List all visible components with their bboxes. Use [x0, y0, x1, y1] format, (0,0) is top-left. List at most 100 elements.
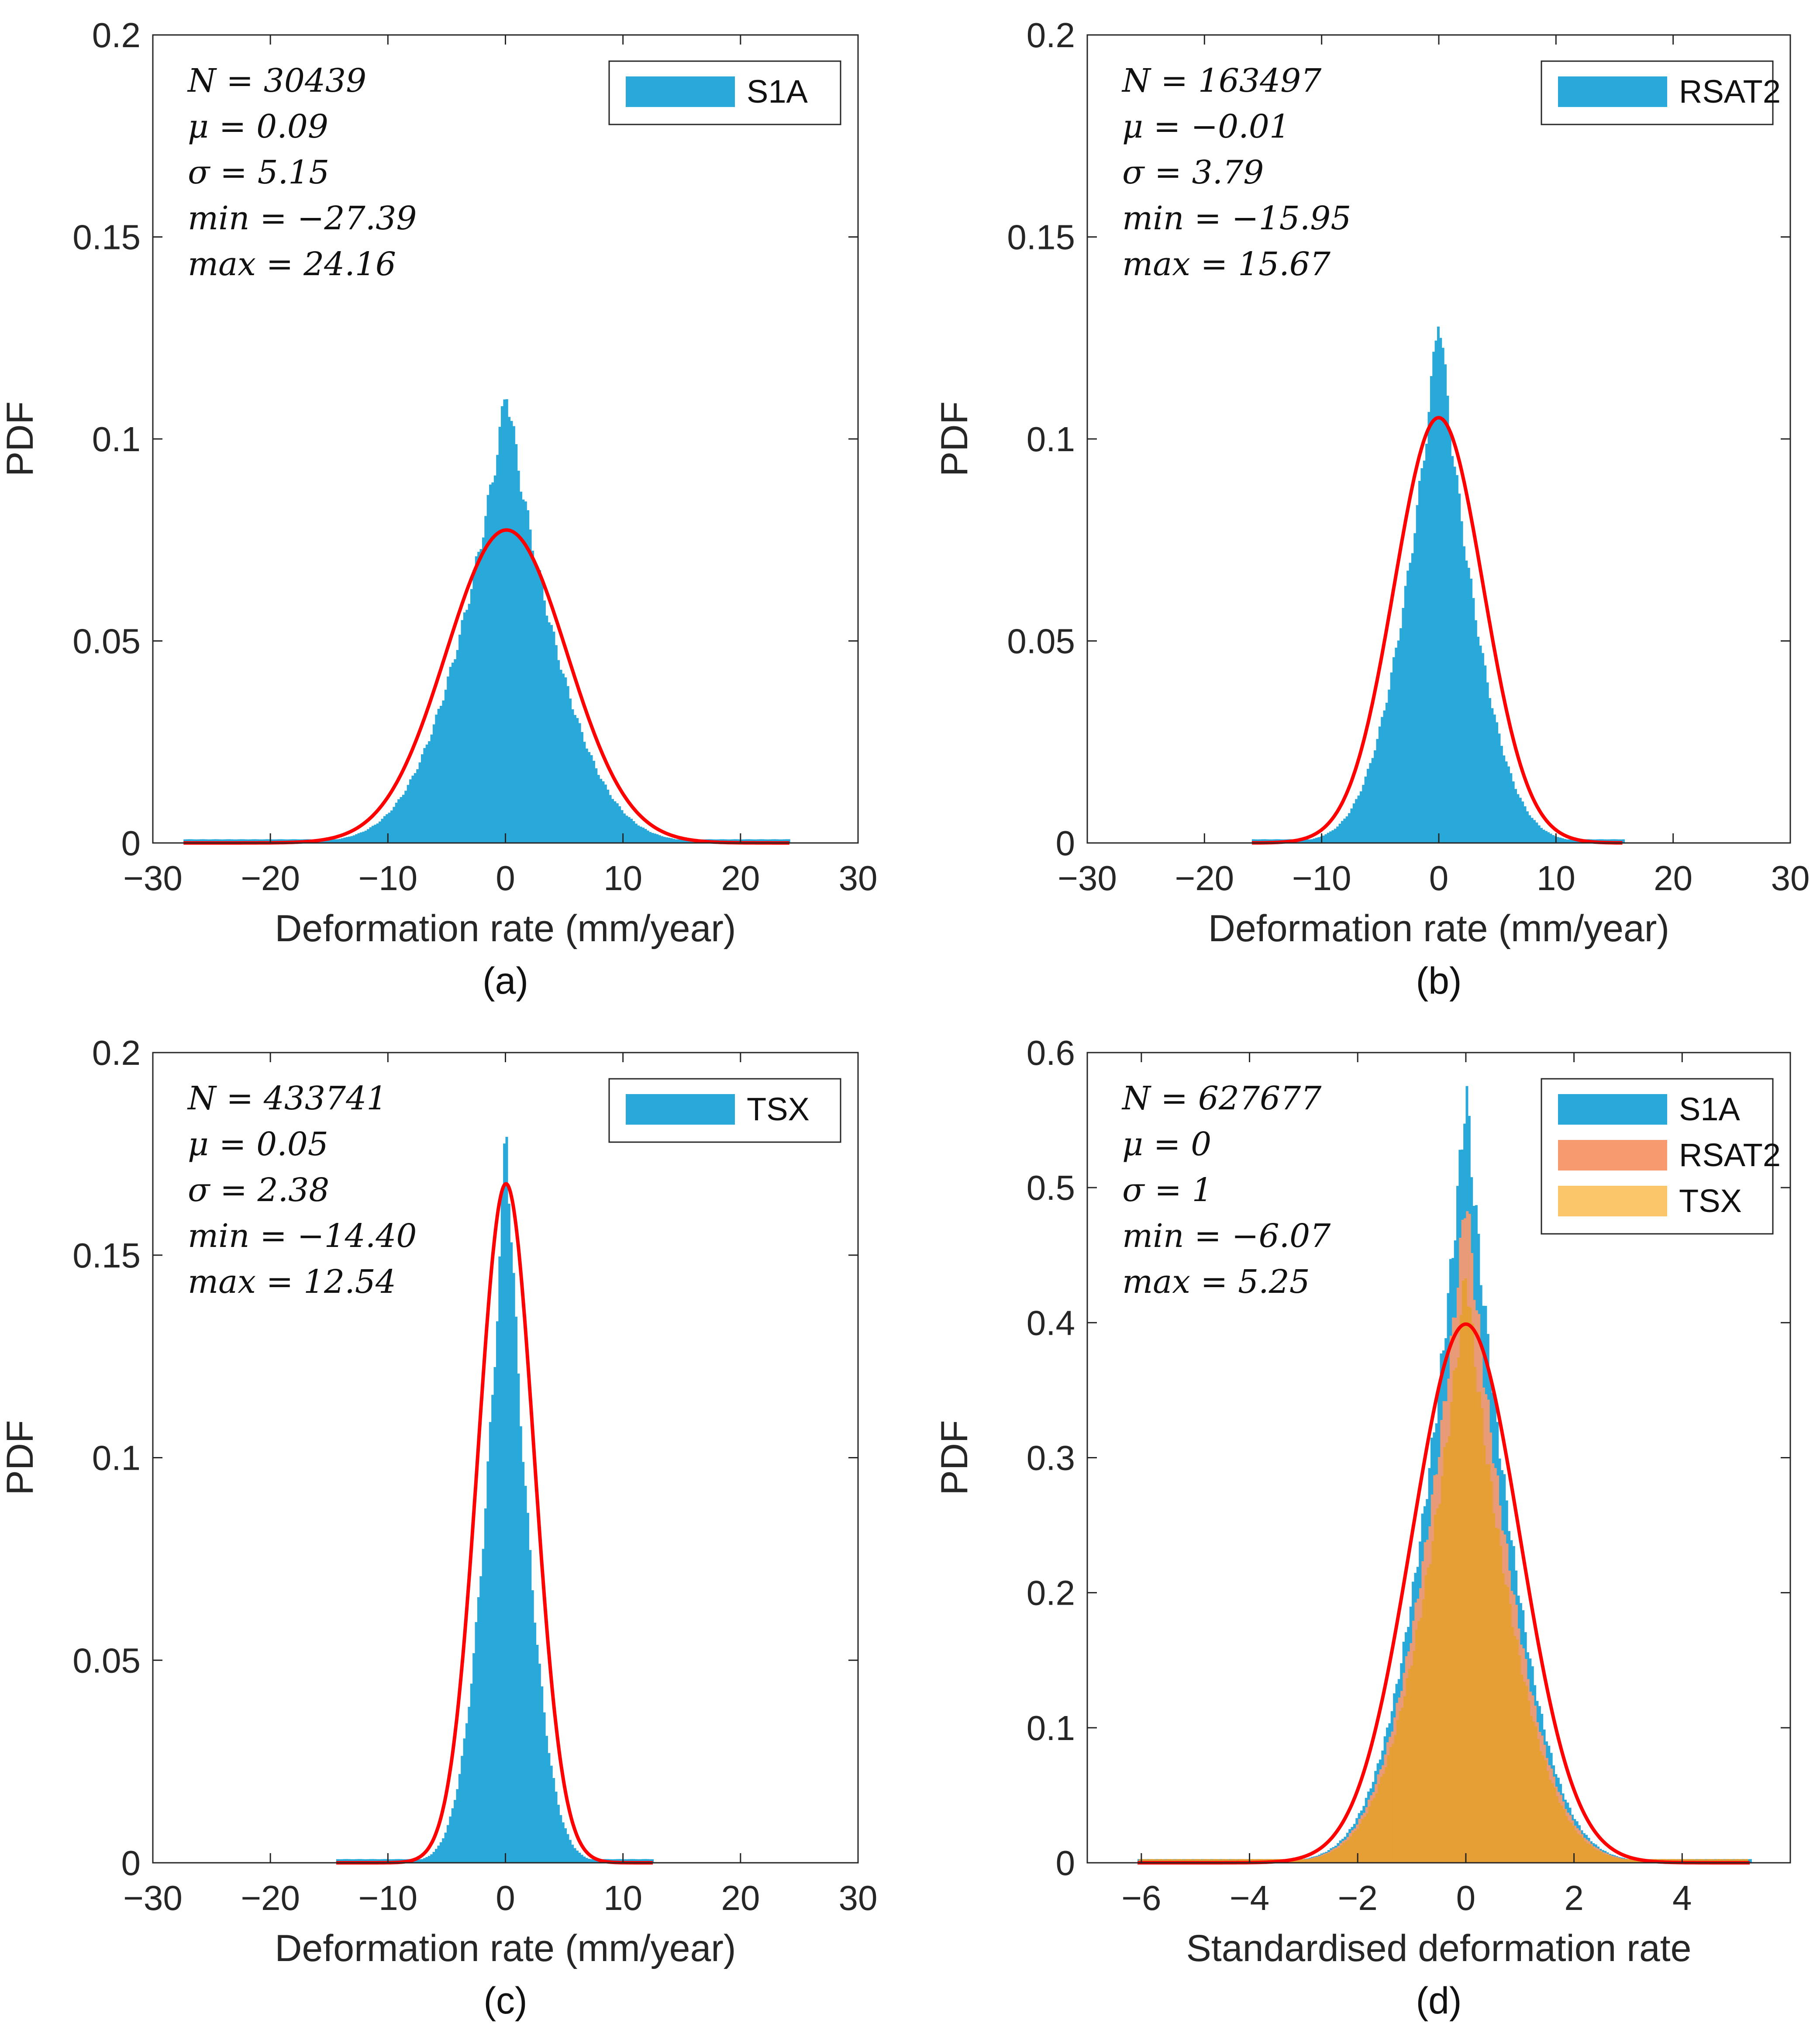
histogram-bar [437, 1845, 440, 1863]
histogram-bar [748, 839, 751, 843]
histogram-bar [508, 417, 511, 843]
histogram-bar [1489, 698, 1492, 843]
histogram-bar [348, 1859, 351, 1863]
histogram-bar [1504, 1585, 1507, 1863]
histogram-bar [787, 839, 790, 843]
histogram-bar [588, 752, 591, 843]
histogram-bar [477, 552, 480, 843]
histogram-bar [1425, 443, 1428, 843]
histogram-bar [1305, 1859, 1308, 1863]
histogram-bar [458, 635, 462, 843]
histogram-bar [600, 779, 603, 843]
stat-annotation: μ = 0 [1122, 1126, 1211, 1163]
histogram-bar [435, 715, 438, 843]
histogram-bar [1612, 1857, 1615, 1863]
histogram-bar [1495, 1527, 1498, 1863]
histogram-bar [449, 1816, 452, 1863]
histogram-bar [1481, 653, 1484, 843]
histogram-bar [1402, 608, 1405, 843]
histogram-bar [1622, 839, 1625, 843]
histogram-bar [679, 839, 682, 843]
histogram-bar [1150, 1859, 1153, 1863]
histogram-bar [559, 670, 562, 843]
histogram-bar [216, 839, 219, 843]
histogram-bar [616, 803, 619, 843]
histogram-bar [1408, 1669, 1411, 1863]
histogram-bar [1348, 813, 1351, 843]
histogram-bar [1448, 1436, 1451, 1863]
histogram-bar [1565, 1816, 1568, 1863]
histogram-bar [548, 622, 551, 843]
histogram-bar [1472, 598, 1475, 843]
histogram-bar [348, 836, 351, 843]
histogram-bar [425, 744, 428, 843]
histogram-bar [442, 1838, 445, 1863]
histogram-bar [663, 837, 666, 843]
y-tick-label: 0 [121, 1844, 141, 1882]
histogram-bar [1628, 1859, 1631, 1863]
legend: RSAT2 [1541, 60, 1781, 125]
histogram-bar [1466, 1306, 1469, 1863]
x-tick-label: 10 [603, 1879, 642, 1917]
histogram-bar [1178, 1859, 1181, 1863]
histogram-bar [1423, 460, 1426, 843]
histogram-bar [1499, 1546, 1503, 1863]
histogram-bar [484, 1508, 487, 1863]
histogram-bar [653, 833, 656, 843]
histogram-bar [578, 1852, 581, 1863]
histogram-bar [592, 1859, 595, 1863]
histogram-bar [1349, 1836, 1352, 1863]
histogram-bar [515, 1316, 518, 1863]
histogram-bar [611, 799, 614, 843]
histogram-bar [400, 797, 403, 843]
legend-swatch [1558, 1186, 1667, 1216]
histogram-bar [1252, 839, 1255, 843]
histogram-bar [548, 1753, 551, 1863]
histogram-bar [1445, 1443, 1448, 1863]
histogram-bar [1443, 1447, 1446, 1863]
histogram-bar [479, 1576, 483, 1863]
histogram-bar [1410, 1665, 1413, 1863]
histogram-bar [355, 834, 358, 843]
histogram-bar [1185, 1859, 1188, 1863]
histogram-bar [454, 1800, 457, 1863]
histogram-bar [1485, 1464, 1488, 1863]
histogram-bar [1420, 1617, 1423, 1863]
histogram-bar [1701, 1859, 1704, 1863]
x-tick-label: 0 [496, 859, 515, 898]
histogram-bar [524, 501, 527, 843]
histogram-bar [1381, 717, 1384, 843]
histogram-bar [555, 645, 558, 843]
histogram-bar [644, 829, 647, 843]
histogram-bar [609, 795, 612, 843]
histogram-bar [564, 677, 567, 843]
histogram-bar [1474, 1367, 1477, 1863]
histogram-bar [1406, 570, 1410, 843]
histogram-bar [500, 1191, 503, 1863]
histogram-bar [1159, 1859, 1162, 1863]
histogram-bar [479, 549, 483, 843]
histogram-bar [1474, 620, 1477, 843]
histogram-bar [1380, 1777, 1383, 1863]
histogram-bar [757, 839, 760, 843]
histogram-bar [646, 1859, 649, 1863]
histogram-bar [592, 760, 595, 843]
histogram-bar [362, 832, 365, 843]
legend-label: RSAT2 [1679, 73, 1781, 110]
histogram-bar [1225, 1859, 1228, 1863]
histogram-bar [1145, 1859, 1148, 1863]
histogram-bar [437, 709, 440, 843]
legend: TSX [608, 1078, 841, 1143]
histogram-bar [456, 1789, 459, 1863]
histogram-bar [1621, 1859, 1624, 1863]
histogram-bar [338, 839, 341, 843]
histogram-bar [1708, 1859, 1711, 1863]
histogram-bar [463, 612, 466, 843]
legend-label: TSX [747, 1091, 810, 1127]
histogram-bar [1334, 829, 1337, 843]
histogram-bar [489, 1422, 492, 1863]
histogram-bar [1713, 1859, 1716, 1863]
legend: S1A [608, 60, 841, 125]
histogram-bar [451, 1808, 454, 1863]
histogram-bar [1553, 1788, 1556, 1863]
